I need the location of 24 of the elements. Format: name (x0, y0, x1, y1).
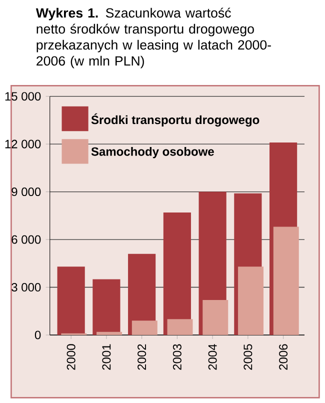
y-tick-label: 6 000 (12, 235, 41, 244)
y-tick-label: 12 000 (6, 140, 41, 148)
chart-title: Wykres 1. Szacunkowa wartość netto środków transportu drogowego przekazanych w leasing w latach 2000-2006 (w mln PLN) (36, 8, 272, 68)
x-tick-label: 2004 (208, 344, 218, 370)
x-tick-label: 2000 (67, 344, 76, 370)
y-tick-label: 3 000 (12, 283, 41, 292)
legend-label: Środki transportu drogowego (92, 113, 260, 127)
bar (96, 332, 122, 335)
x-tick-label: 2003 (173, 344, 182, 370)
bar (132, 320, 158, 335)
bar (58, 266, 86, 335)
y-tick-label: 15 000 (6, 92, 41, 101)
bar (92, 279, 120, 335)
bar (238, 266, 264, 335)
bar (168, 319, 193, 335)
x-tick-label: 2005 (244, 344, 252, 370)
x-tick-label: 2001 (102, 344, 111, 370)
bar (202, 300, 228, 335)
legend-label: Samochody osobowe (92, 147, 214, 158)
bar (274, 226, 300, 335)
y-tick-label: 9 000 (12, 188, 41, 196)
x-tick-label: 2006 (279, 344, 288, 370)
x-tick-label: 2002 (138, 344, 146, 370)
y-tick-label: 0 (35, 330, 41, 340)
